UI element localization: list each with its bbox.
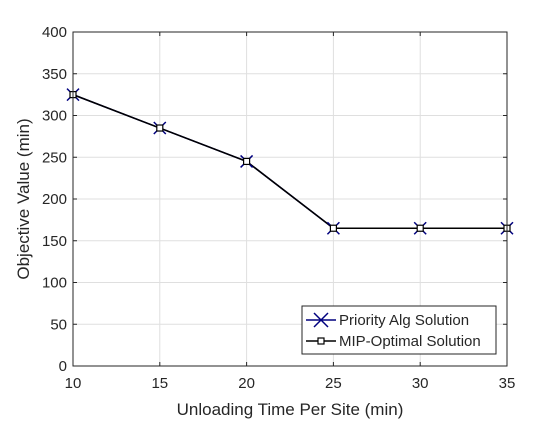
x-tick-label: 15 [151, 375, 168, 392]
y-tick-label: 0 [59, 358, 67, 375]
legend-marker-mip [317, 337, 325, 345]
y-tick-label: 350 [42, 66, 67, 83]
legend-label-priority: Priority Alg Solution [339, 312, 469, 329]
y-tick-label: 100 [42, 275, 67, 292]
data-point-square-marker [156, 124, 164, 132]
x-tick-label: 10 [65, 375, 82, 392]
x-axis-label: Unloading Time Per Site (min) [177, 400, 404, 419]
series-line-1 [72, 93, 507, 229]
y-axis-label: Objective Value (min) [14, 118, 33, 279]
y-tick-label: 250 [42, 149, 67, 166]
y-tick-label: 50 [50, 316, 67, 333]
legend: Priority Alg Solution MIP-Optimal Soluti… [301, 305, 497, 355]
y-tick-label: 150 [42, 233, 67, 250]
ticks [72, 31, 508, 367]
y-tick-label: 300 [42, 108, 67, 125]
legend-box [301, 305, 497, 355]
x-tick-label: 30 [412, 375, 429, 392]
y-tick-label: 200 [42, 191, 67, 208]
data-point-square-marker [243, 157, 251, 166]
x-tick-label: 20 [238, 375, 255, 392]
data-point-square-marker [329, 224, 337, 232]
x-tick-label: 35 [499, 375, 516, 392]
legend-marker-priority [313, 312, 329, 328]
data-point-square-marker [416, 224, 424, 232]
legend-label-mip: MIP-Optimal Solution [339, 333, 481, 350]
x-tick-label: 25 [325, 375, 342, 392]
y-tick-label: 400 [42, 24, 67, 41]
